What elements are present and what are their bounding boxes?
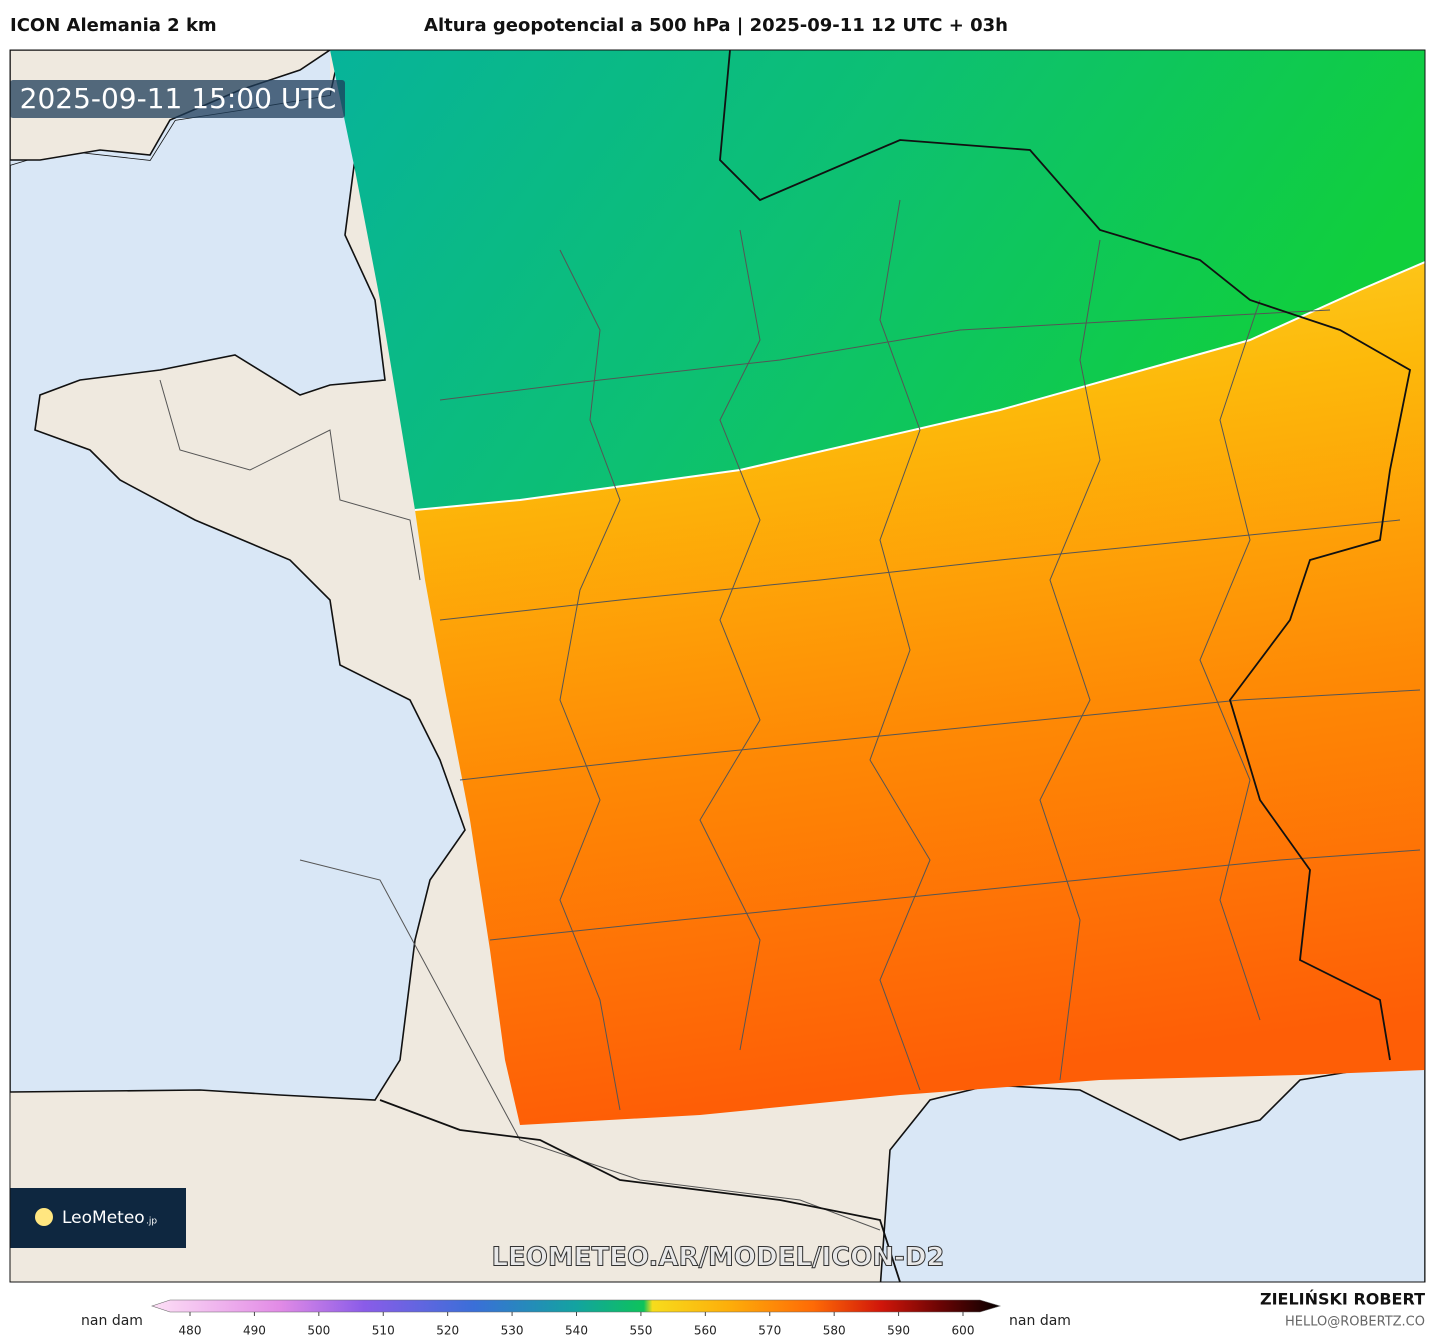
map-frame <box>9 49 1426 1283</box>
colorbar-tick-label: 570 <box>758 1324 781 1338</box>
boundaries <box>159 199 1421 1231</box>
atlantic <box>10 50 466 1101</box>
logo-text: LeoMeteo <box>62 1208 145 1228</box>
colorbar <box>151 1299 1002 1313</box>
watermark: LEOMETEO.AR/MODEL/ICON-D2 <box>491 1243 944 1273</box>
colorbar-tick-label: 580 <box>823 1324 846 1338</box>
timestamp-box <box>10 80 345 118</box>
colorbar-tick-label: 540 <box>565 1324 588 1338</box>
contour-line <box>414 261 1425 511</box>
logo-sun <box>35 1208 53 1226</box>
colorbar-tick-label: 490 <box>243 1324 266 1338</box>
colorbar-tick-label: 530 <box>501 1324 524 1338</box>
email: HELLO@ROBERTZ.CO <box>1285 1315 1425 1330</box>
colorbar-tick-label: 600 <box>952 1324 975 1338</box>
colorbar-tick-label: 480 <box>179 1324 202 1338</box>
orange-field <box>415 262 1425 1125</box>
colorbar-tick-label: 550 <box>629 1324 652 1338</box>
colorbar-tick-label: 560 <box>694 1324 717 1338</box>
author: ZIELIŃSKI ROBERT <box>1260 1290 1425 1309</box>
colorbar-tick-label: 510 <box>372 1324 395 1338</box>
timestamp: 2025-09-11 15:00 UTC <box>20 82 337 115</box>
colorbar-low-label: nan dam <box>81 1313 143 1329</box>
map: 2025-09-11 15:00 UTC LeoMeteo .jp LEOMET… <box>10 50 1425 1282</box>
colorbar-tick-label: 500 <box>307 1324 330 1338</box>
colorbar-tick-label: 590 <box>887 1324 910 1338</box>
mediterranean <box>879 1059 1425 1282</box>
colorbar-tick-label: 520 <box>436 1324 459 1338</box>
model-name: ICON Alemania 2 km <box>10 15 217 36</box>
green-field <box>330 50 1425 510</box>
border <box>379 50 1412 1282</box>
map-title: Altura geopotencial a 500 hPa | 2025-09-… <box>424 15 1008 36</box>
logo-suffix: .jp <box>146 1217 157 1227</box>
colorbar-high-label: nan dam <box>1009 1313 1071 1329</box>
